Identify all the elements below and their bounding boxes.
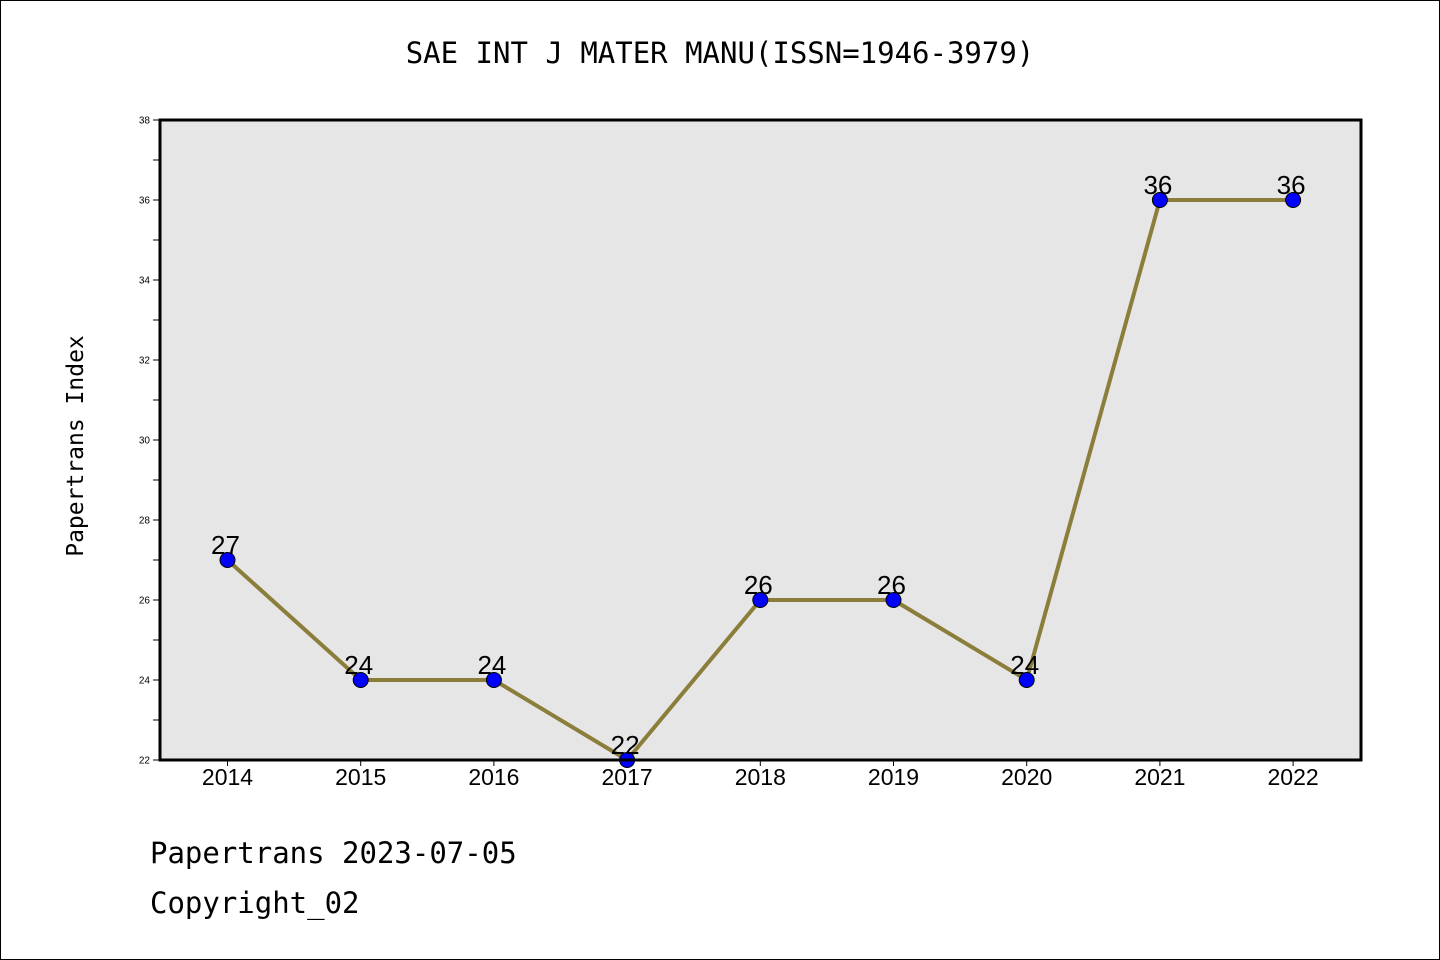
y-tick-label: 26 (139, 596, 151, 607)
x-tick-label: 2015 (335, 764, 386, 790)
y-axis-ticks: 22 24 26 28 30 32 34 36 38 (139, 116, 160, 767)
x-tick-label: 2014 (202, 764, 253, 790)
y-tick-label: 32 (139, 356, 151, 367)
x-tick-label: 2021 (1134, 764, 1185, 790)
footer-date: Papertrans 2023-07-05 (150, 836, 517, 870)
y-tick-label: 36 (139, 196, 151, 207)
data-labels: 27 24 24 22 26 26 24 36 36 (211, 170, 1306, 760)
data-label-2016: 24 (477, 650, 506, 680)
x-tick-label: 2019 (868, 764, 919, 790)
x-tick-label: 2018 (735, 764, 786, 790)
x-axis-ticks: 2014 2015 2016 2017 2018 2019 2020 2021 2022 (202, 760, 1319, 790)
data-point-2018 (752, 592, 769, 608)
y-tick-label: 30 (139, 436, 151, 447)
plot-area (160, 120, 1361, 760)
x-tick-label: 2017 (602, 764, 653, 790)
footer-copyright: Copyright_02 (150, 886, 360, 920)
data-label-2014: 27 (211, 530, 240, 560)
y-tick-label: 34 (139, 276, 151, 287)
data-point-2022 (1285, 192, 1302, 208)
plot-border (158, 118, 1363, 762)
x-tick-label: 2022 (1268, 764, 1319, 790)
data-point-2014 (219, 552, 236, 568)
data-label-2015: 24 (344, 650, 373, 680)
data-point-2019 (885, 592, 902, 608)
data-point-2021 (1151, 192, 1168, 208)
x-tick-label: 2016 (468, 764, 519, 790)
data-label-2017: 22 (611, 730, 640, 760)
data-point-2016 (485, 672, 502, 688)
data-label-2022: 36 (1277, 170, 1306, 200)
y-tick-label: 28 (139, 516, 151, 527)
chart-title: SAE INT J MATER MANU(ISSN=1946-3979) (405, 36, 1035, 70)
data-label-2019: 26 (877, 570, 906, 600)
data-label-2020: 24 (1010, 650, 1039, 680)
data-label-2021: 36 (1143, 170, 1172, 200)
y-tick-label: 38 (139, 116, 151, 127)
x-tick-label: 2020 (1001, 764, 1052, 790)
data-point-2015 (352, 672, 369, 688)
data-point-2020 (1018, 672, 1035, 688)
y-tick-label: 22 (139, 756, 151, 767)
y-tick-label: 24 (139, 676, 151, 687)
data-label-2018: 26 (744, 570, 773, 600)
